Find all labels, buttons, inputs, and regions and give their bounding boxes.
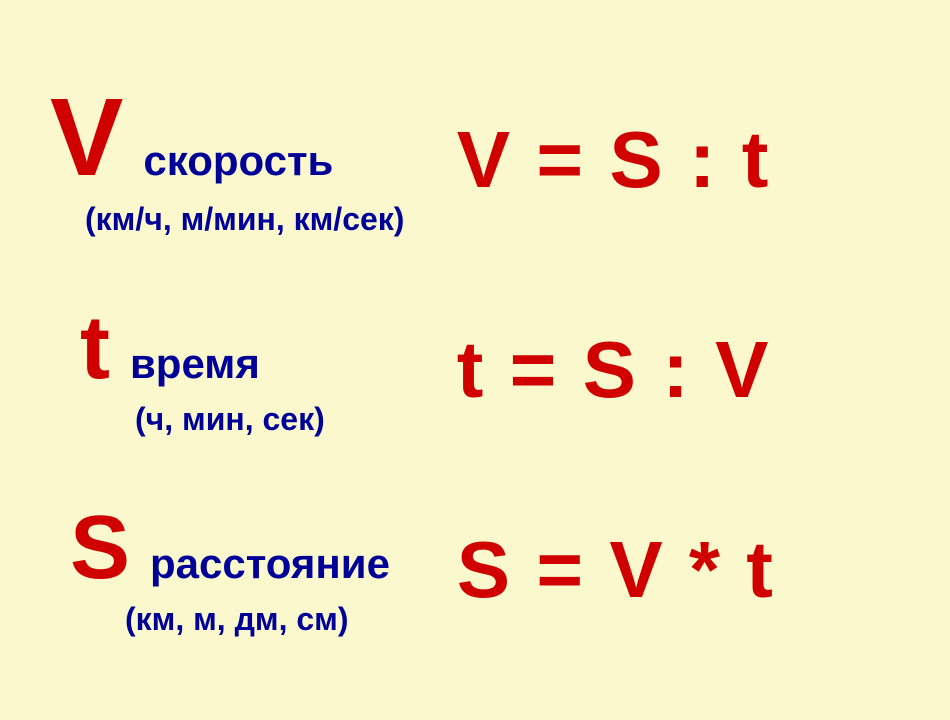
- formula-container: V скорость (км/ч, м/мин, км/сек) V = S :…: [0, 0, 950, 720]
- units-speed: (км/ч, м/мин, км/сек): [50, 201, 404, 238]
- formula-time: t = S : V: [457, 324, 930, 416]
- definition-block-speed: V скорость (км/ч, м/мин, км/сек): [20, 83, 457, 238]
- symbol-label-line: V скорость: [50, 83, 333, 193]
- row-distance: S расстояние (км, м, дм, см) S = V * t: [20, 503, 930, 638]
- formula-speed: V = S : t: [457, 114, 930, 206]
- row-time: t время (ч, мин, сек) t = S : V: [20, 303, 930, 438]
- units-distance: (км, м, дм, см): [70, 601, 348, 638]
- label-time: время: [130, 340, 260, 388]
- symbol-t: t: [80, 303, 110, 393]
- label-distance: расстояние: [150, 540, 390, 588]
- definition-block-distance: S расстояние (км, м, дм, см): [20, 503, 457, 638]
- definition-block-time: t время (ч, мин, сек): [20, 303, 457, 438]
- label-speed: скорость: [143, 137, 333, 185]
- row-speed: V скорость (км/ч, м/мин, км/сек) V = S :…: [20, 83, 930, 238]
- symbol-v: V: [50, 83, 123, 193]
- symbol-s: S: [70, 503, 130, 593]
- symbol-label-line: S расстояние: [70, 503, 390, 593]
- units-time: (ч, мин, сек): [80, 401, 325, 438]
- formula-distance: S = V * t: [457, 524, 930, 616]
- symbol-label-line: t время: [80, 303, 260, 393]
